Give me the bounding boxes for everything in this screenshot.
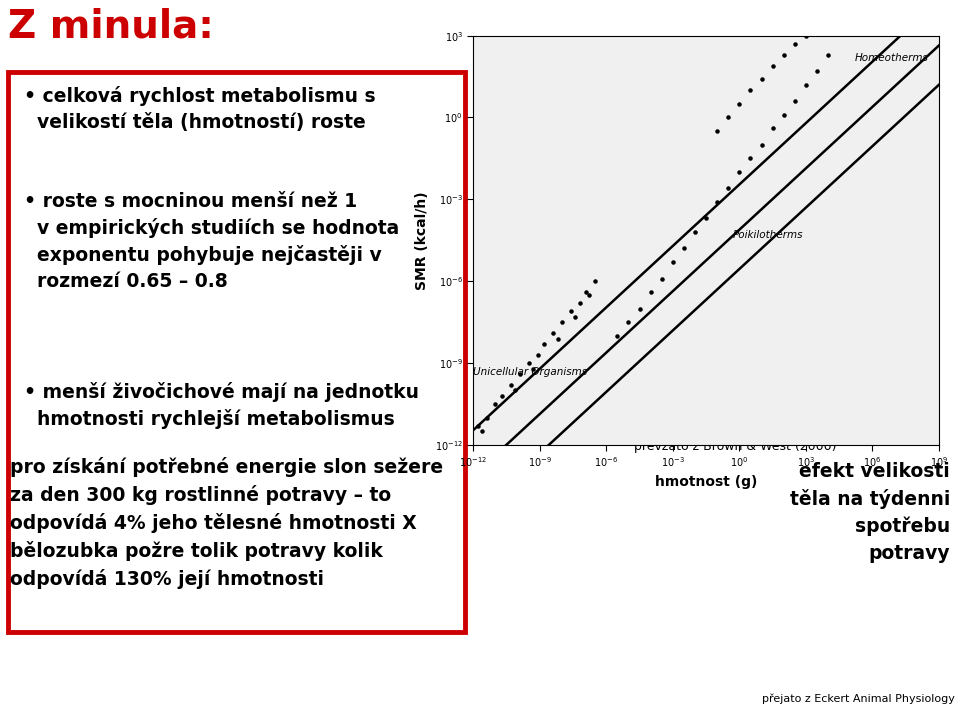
- Text: Z minula:: Z minula:: [8, 7, 214, 45]
- Text: Homeotherms: Homeotherms: [854, 53, 928, 63]
- Point: [643, 286, 659, 298]
- Point: [654, 273, 669, 284]
- Point: [699, 213, 714, 224]
- Point: [709, 125, 725, 137]
- Point: [665, 256, 681, 268]
- Point: [530, 350, 545, 361]
- Point: [581, 289, 596, 300]
- Point: [513, 368, 528, 379]
- Point: [709, 197, 725, 208]
- Point: [488, 399, 503, 410]
- Point: [743, 85, 758, 96]
- Point: [464, 434, 479, 445]
- Point: [676, 243, 691, 254]
- Point: [521, 357, 537, 369]
- Bar: [8, 72, 465, 632]
- Point: [474, 426, 490, 437]
- Point: [470, 420, 486, 431]
- Point: [448, 453, 464, 464]
- Text: • roste s mocninou menší než 1
  v empirických studiích se hodnota
  exponentu p: • roste s mocninou menší než 1 v empiric…: [24, 192, 399, 291]
- Point: [809, 16, 825, 28]
- Point: [787, 95, 803, 107]
- Point: [537, 338, 552, 350]
- Point: [787, 38, 803, 50]
- Point: [743, 153, 758, 164]
- Point: [494, 390, 510, 402]
- X-axis label: hmotnost (g): hmotnost (g): [655, 475, 757, 488]
- Point: [564, 305, 579, 317]
- Point: [687, 226, 703, 238]
- Point: [821, 6, 836, 17]
- Point: [798, 30, 813, 41]
- Point: [632, 303, 647, 314]
- Point: [721, 183, 736, 194]
- Point: [809, 66, 825, 77]
- Point: [579, 286, 594, 298]
- Point: [508, 384, 523, 396]
- Point: [588, 276, 603, 287]
- Point: [776, 49, 791, 61]
- Point: [831, 0, 847, 6]
- Point: [765, 122, 780, 134]
- Point: [732, 167, 747, 178]
- Text: převzato z Brown & West (2000): převzato z Brown & West (2000): [634, 440, 836, 453]
- Point: [610, 330, 625, 342]
- Point: [776, 109, 791, 120]
- Point: [754, 139, 769, 150]
- Point: [459, 442, 474, 454]
- Point: [765, 60, 780, 71]
- Point: [572, 298, 588, 309]
- Point: [479, 412, 494, 424]
- Point: [525, 363, 540, 375]
- Text: efekt velikosti
těla na týdenni
spotřebu
potravy: efekt velikosti těla na týdenni spotřebu…: [790, 462, 950, 562]
- Text: přejato z Eckert Animal Physiology: přejato z Eckert Animal Physiology: [762, 693, 955, 704]
- Text: Poikilotherms: Poikilotherms: [732, 230, 804, 241]
- Point: [621, 316, 636, 328]
- Y-axis label: SMR (kcal/h): SMR (kcal/h): [415, 191, 429, 290]
- Text: • celková rychlost metabolismu s
  velikostí těla (hmotností) roste: • celková rychlost metabolismu s velikos…: [24, 86, 375, 132]
- Point: [503, 379, 518, 391]
- Point: [754, 73, 769, 85]
- Point: [567, 311, 583, 323]
- Text: pro získání potřebné energie slon sežere
za den 300 kg rostlinné potravy – to
od: pro získání potřebné energie slon sežere…: [10, 457, 444, 589]
- Point: [550, 333, 565, 345]
- Point: [798, 79, 813, 90]
- Point: [821, 49, 836, 61]
- Text: • menší živočichové mají na jednotku
  hmotnosti rychlejší metabolismus: • menší živočichové mají na jednotku hmo…: [24, 382, 419, 429]
- Point: [545, 328, 561, 339]
- Point: [721, 112, 736, 123]
- Point: [454, 439, 469, 451]
- Point: [732, 98, 747, 110]
- Point: [554, 316, 569, 328]
- Text: Unicellular Organisms: Unicellular Organisms: [473, 367, 588, 377]
